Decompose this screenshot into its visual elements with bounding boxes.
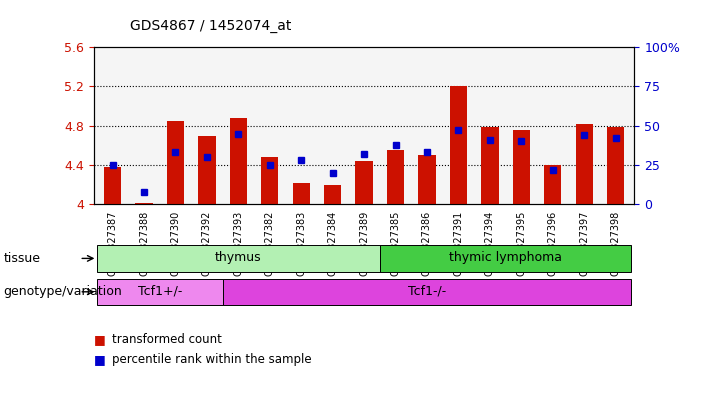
Bar — [575, 124, 593, 204]
Text: thymus: thymus — [215, 251, 262, 264]
Text: tissue: tissue — [4, 252, 40, 265]
Bar — [97, 279, 223, 305]
Bar — [418, 155, 435, 204]
Bar — [387, 150, 404, 204]
Bar — [355, 161, 373, 204]
Text: ■: ■ — [94, 333, 105, 347]
Bar — [450, 86, 467, 204]
Bar — [230, 118, 247, 204]
Text: percentile rank within the sample: percentile rank within the sample — [112, 353, 311, 366]
Text: genotype/variation: genotype/variation — [4, 285, 123, 298]
Bar — [104, 167, 121, 204]
Text: ■: ■ — [94, 353, 105, 366]
Bar — [607, 127, 624, 204]
Bar — [97, 245, 380, 272]
Text: GDS4867 / 1452074_at: GDS4867 / 1452074_at — [130, 18, 291, 33]
Bar — [324, 185, 341, 204]
Bar — [261, 157, 278, 204]
Bar — [481, 127, 498, 204]
Text: Tcf1+/-: Tcf1+/- — [138, 285, 182, 298]
Text: Tcf1-/-: Tcf1-/- — [408, 285, 446, 298]
Bar — [223, 279, 632, 305]
Text: transformed count: transformed count — [112, 333, 221, 347]
Bar — [513, 130, 530, 204]
Bar — [544, 165, 562, 204]
Bar — [198, 136, 216, 204]
Bar — [293, 183, 310, 204]
Bar — [380, 245, 632, 272]
Text: thymic lymphoma: thymic lymphoma — [449, 251, 562, 264]
Bar — [167, 121, 184, 204]
